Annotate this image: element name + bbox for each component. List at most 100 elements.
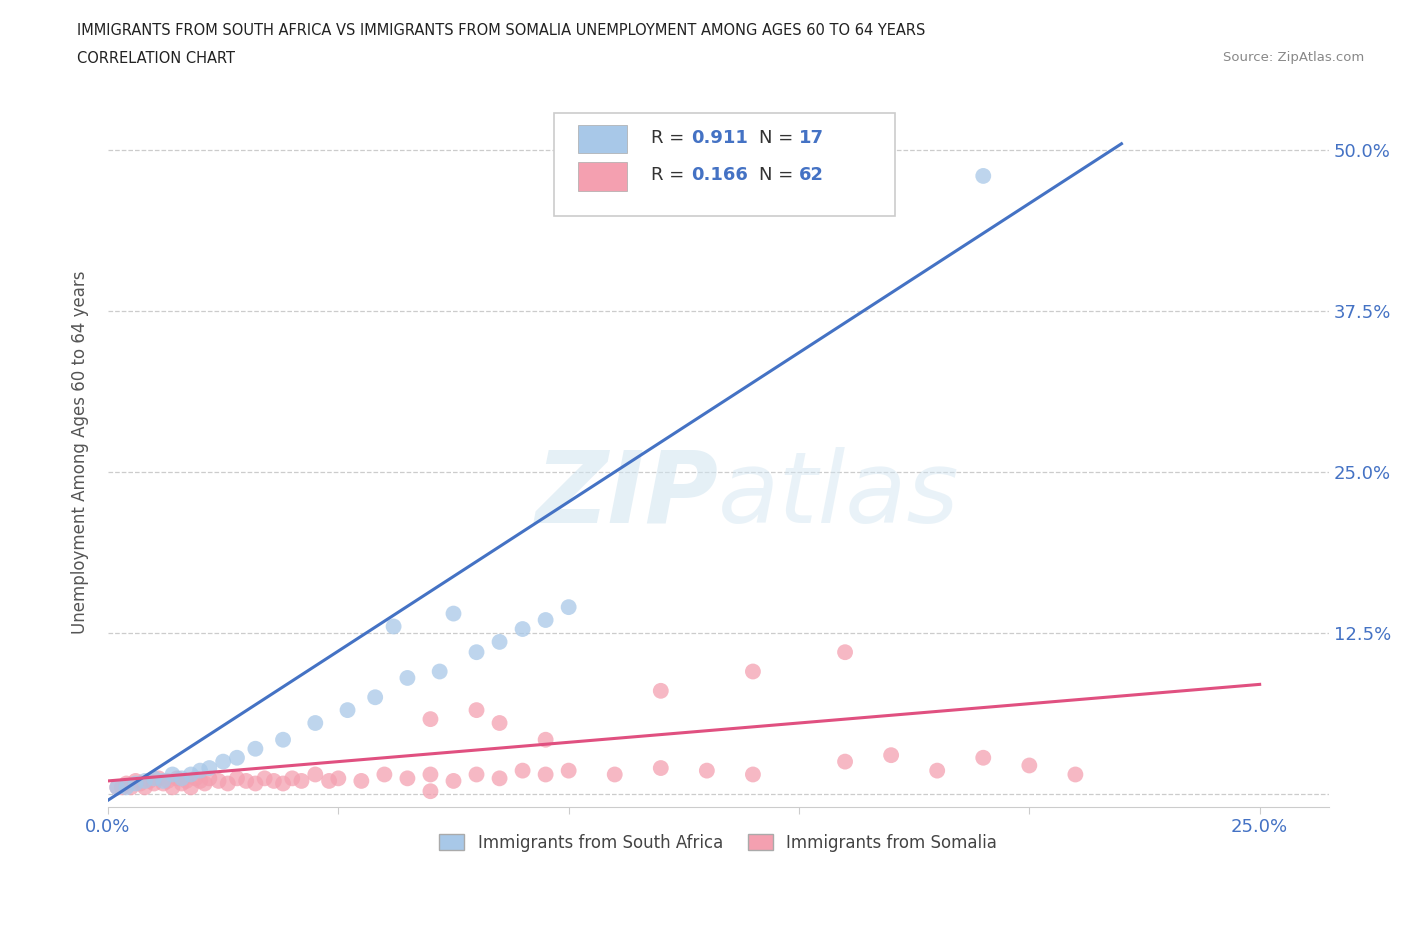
Point	[156, 774, 179, 789]
Text: ZIP: ZIP	[536, 446, 718, 544]
Legend: Immigrants from South Africa, Immigrants from Somalia: Immigrants from South Africa, Immigrants…	[433, 827, 1004, 858]
Point	[134, 774, 156, 789]
Point	[419, 767, 441, 782]
Text: R =: R =	[651, 166, 690, 184]
Point	[152, 776, 174, 790]
Point	[488, 715, 510, 730]
Point	[198, 761, 221, 776]
Point	[245, 776, 267, 790]
Point	[512, 764, 534, 778]
Point	[207, 774, 229, 789]
Point	[253, 771, 276, 786]
Point	[138, 774, 160, 789]
Text: R =: R =	[651, 128, 690, 147]
Point	[972, 168, 994, 183]
Point	[488, 771, 510, 786]
Point	[557, 600, 579, 615]
Point	[650, 761, 672, 776]
Point	[105, 780, 128, 795]
Text: CORRELATION CHART: CORRELATION CHART	[77, 51, 235, 66]
Point	[696, 764, 718, 778]
Point	[184, 771, 207, 786]
Point	[534, 613, 557, 628]
Point	[534, 732, 557, 747]
Point	[834, 644, 856, 659]
Point	[927, 764, 949, 778]
Text: 0.166: 0.166	[692, 166, 748, 184]
Point	[148, 771, 170, 786]
Y-axis label: Unemployment Among Ages 60 to 64 years: Unemployment Among Ages 60 to 64 years	[72, 271, 89, 634]
Point	[419, 784, 441, 799]
Point	[419, 711, 441, 726]
Point	[134, 780, 156, 795]
Point	[650, 684, 672, 698]
Point	[534, 767, 557, 782]
Point	[396, 771, 419, 786]
Point	[235, 774, 257, 789]
Text: atlas: atlas	[718, 446, 960, 544]
Point	[226, 771, 249, 786]
Point	[512, 621, 534, 636]
FancyBboxPatch shape	[554, 113, 896, 216]
Point	[603, 767, 626, 782]
Point	[290, 774, 312, 789]
Point	[373, 767, 395, 782]
Point	[1064, 767, 1087, 782]
Text: 17: 17	[799, 128, 824, 147]
Point	[166, 771, 188, 786]
Point	[972, 751, 994, 765]
Point	[129, 776, 152, 790]
Point	[217, 776, 239, 790]
Point	[281, 771, 304, 786]
Point	[488, 634, 510, 649]
FancyBboxPatch shape	[578, 125, 627, 153]
Point	[742, 767, 765, 782]
Point	[304, 767, 326, 782]
Point	[143, 776, 166, 790]
Point	[115, 780, 138, 795]
Point	[742, 664, 765, 679]
Point	[226, 751, 249, 765]
Point	[263, 774, 285, 789]
Point	[443, 606, 465, 621]
Point	[880, 748, 903, 763]
Point	[212, 754, 235, 769]
Point	[188, 764, 211, 778]
Point	[429, 664, 451, 679]
Point	[115, 776, 138, 790]
Point	[350, 774, 373, 789]
Point	[162, 767, 184, 782]
Point	[194, 776, 217, 790]
Point	[382, 619, 405, 634]
Point	[105, 780, 128, 795]
Point	[465, 703, 488, 718]
Point	[180, 767, 202, 782]
Point	[271, 732, 294, 747]
FancyBboxPatch shape	[578, 163, 627, 191]
Point	[465, 644, 488, 659]
Point	[124, 774, 146, 789]
Point	[465, 767, 488, 782]
Point	[328, 771, 350, 786]
Text: Source: ZipAtlas.com: Source: ZipAtlas.com	[1223, 51, 1364, 64]
Point	[124, 776, 146, 790]
Point	[557, 764, 579, 778]
Point	[271, 776, 294, 790]
Point	[170, 771, 193, 786]
Point	[120, 780, 142, 795]
Point	[245, 741, 267, 756]
Point	[443, 774, 465, 789]
Point	[111, 780, 134, 795]
Point	[188, 774, 211, 789]
Point	[336, 703, 359, 718]
Point	[304, 715, 326, 730]
Point	[396, 671, 419, 685]
Point	[1018, 758, 1040, 773]
Point	[180, 780, 202, 795]
Text: IMMIGRANTS FROM SOUTH AFRICA VS IMMIGRANTS FROM SOMALIA UNEMPLOYMENT AMONG AGES : IMMIGRANTS FROM SOUTH AFRICA VS IMMIGRAN…	[77, 23, 925, 38]
Point	[318, 774, 340, 789]
Text: N =: N =	[759, 128, 799, 147]
Text: N =: N =	[759, 166, 799, 184]
Point	[834, 754, 856, 769]
Text: 0.911: 0.911	[692, 128, 748, 147]
